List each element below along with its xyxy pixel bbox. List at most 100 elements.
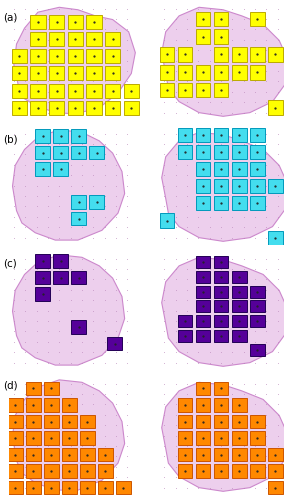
FancyBboxPatch shape (49, 50, 64, 64)
FancyBboxPatch shape (232, 315, 247, 327)
FancyBboxPatch shape (71, 212, 86, 226)
FancyBboxPatch shape (68, 66, 83, 80)
Polygon shape (162, 8, 284, 117)
FancyBboxPatch shape (49, 84, 64, 98)
FancyBboxPatch shape (178, 65, 193, 80)
Text: (b): (b) (3, 135, 17, 145)
FancyBboxPatch shape (105, 84, 120, 98)
Polygon shape (162, 382, 284, 492)
FancyBboxPatch shape (196, 330, 210, 342)
FancyBboxPatch shape (62, 481, 77, 494)
FancyBboxPatch shape (214, 47, 229, 62)
FancyBboxPatch shape (214, 398, 229, 411)
FancyBboxPatch shape (250, 12, 264, 26)
FancyBboxPatch shape (196, 432, 210, 445)
FancyBboxPatch shape (232, 464, 247, 478)
FancyBboxPatch shape (107, 337, 122, 350)
FancyBboxPatch shape (268, 47, 283, 62)
FancyBboxPatch shape (196, 448, 210, 462)
FancyBboxPatch shape (232, 145, 247, 159)
FancyBboxPatch shape (178, 448, 193, 462)
FancyBboxPatch shape (196, 398, 210, 411)
FancyBboxPatch shape (268, 179, 283, 193)
FancyBboxPatch shape (68, 100, 83, 115)
FancyBboxPatch shape (178, 145, 193, 159)
FancyBboxPatch shape (250, 145, 264, 159)
FancyBboxPatch shape (214, 286, 229, 298)
FancyBboxPatch shape (232, 47, 247, 62)
FancyBboxPatch shape (196, 179, 210, 193)
FancyBboxPatch shape (49, 15, 64, 29)
FancyBboxPatch shape (232, 196, 247, 210)
FancyBboxPatch shape (12, 84, 27, 98)
FancyBboxPatch shape (68, 50, 83, 64)
FancyBboxPatch shape (232, 286, 247, 298)
FancyBboxPatch shape (89, 146, 104, 160)
FancyBboxPatch shape (214, 82, 229, 98)
FancyBboxPatch shape (49, 32, 64, 46)
FancyBboxPatch shape (62, 398, 77, 411)
FancyBboxPatch shape (8, 448, 23, 462)
FancyBboxPatch shape (53, 162, 68, 176)
FancyBboxPatch shape (80, 481, 95, 494)
FancyBboxPatch shape (250, 162, 264, 176)
FancyBboxPatch shape (44, 382, 59, 395)
FancyBboxPatch shape (250, 344, 264, 356)
FancyBboxPatch shape (26, 414, 41, 428)
FancyBboxPatch shape (80, 448, 95, 462)
FancyBboxPatch shape (196, 414, 210, 428)
FancyBboxPatch shape (44, 448, 59, 462)
FancyBboxPatch shape (98, 481, 113, 494)
FancyBboxPatch shape (30, 15, 45, 29)
FancyBboxPatch shape (12, 100, 27, 115)
FancyBboxPatch shape (214, 271, 229, 283)
FancyBboxPatch shape (178, 47, 193, 62)
FancyBboxPatch shape (214, 315, 229, 327)
FancyBboxPatch shape (268, 230, 283, 244)
FancyBboxPatch shape (214, 464, 229, 478)
Text: (a): (a) (3, 12, 17, 22)
FancyBboxPatch shape (232, 330, 247, 342)
FancyBboxPatch shape (124, 100, 139, 115)
FancyBboxPatch shape (8, 414, 23, 428)
FancyBboxPatch shape (214, 162, 229, 176)
FancyBboxPatch shape (49, 100, 64, 115)
FancyBboxPatch shape (68, 15, 83, 29)
Polygon shape (12, 130, 125, 240)
FancyBboxPatch shape (250, 196, 264, 210)
FancyBboxPatch shape (98, 464, 113, 478)
FancyBboxPatch shape (250, 414, 264, 428)
FancyBboxPatch shape (8, 481, 23, 494)
FancyBboxPatch shape (196, 286, 210, 298)
FancyBboxPatch shape (250, 300, 264, 312)
FancyBboxPatch shape (53, 146, 68, 160)
FancyBboxPatch shape (8, 432, 23, 445)
FancyBboxPatch shape (71, 270, 86, 284)
FancyBboxPatch shape (35, 129, 50, 143)
FancyBboxPatch shape (80, 432, 95, 445)
FancyBboxPatch shape (62, 464, 77, 478)
FancyBboxPatch shape (30, 84, 45, 98)
FancyBboxPatch shape (71, 146, 86, 160)
FancyBboxPatch shape (250, 315, 264, 327)
FancyBboxPatch shape (268, 464, 283, 478)
FancyBboxPatch shape (268, 100, 283, 115)
FancyBboxPatch shape (86, 100, 102, 115)
FancyBboxPatch shape (214, 448, 229, 462)
FancyBboxPatch shape (196, 256, 210, 268)
FancyBboxPatch shape (196, 145, 210, 159)
FancyBboxPatch shape (160, 82, 174, 98)
FancyBboxPatch shape (44, 432, 59, 445)
FancyBboxPatch shape (214, 65, 229, 80)
FancyBboxPatch shape (86, 32, 102, 46)
FancyBboxPatch shape (35, 254, 50, 268)
FancyBboxPatch shape (35, 146, 50, 160)
FancyBboxPatch shape (44, 398, 59, 411)
FancyBboxPatch shape (250, 128, 264, 142)
FancyBboxPatch shape (116, 481, 131, 494)
FancyBboxPatch shape (232, 300, 247, 312)
Polygon shape (12, 255, 125, 365)
FancyBboxPatch shape (105, 100, 120, 115)
FancyBboxPatch shape (178, 330, 193, 342)
FancyBboxPatch shape (196, 162, 210, 176)
